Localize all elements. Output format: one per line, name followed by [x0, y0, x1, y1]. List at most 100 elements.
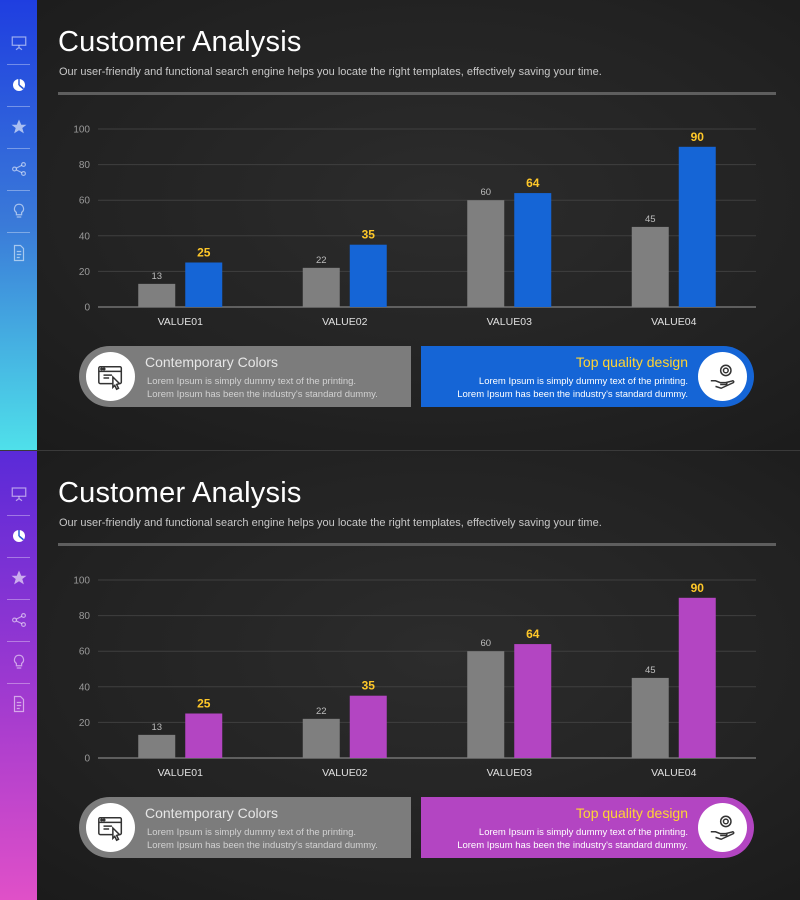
y-tick-label: 60 [79, 196, 91, 207]
bar-series-1 [302, 267, 340, 307]
document-icon[interactable] [6, 691, 31, 716]
card-title: Contemporary Colors [145, 354, 279, 370]
x-tick-label: VALUE01 [158, 767, 203, 779]
bar-series-1 [467, 200, 505, 307]
bar-chart: 0 20 40 60 80 100 13 25 VALUE01 22 35 VALUE02 60 64 VA… [73, 125, 756, 328]
bar-series-2 [678, 146, 716, 307]
data-label: 35 [362, 228, 376, 242]
presentation-icon[interactable] [6, 481, 31, 506]
data-label: 45 [645, 665, 656, 676]
card-body-line-2: Lorem Ipsum has been the industry's stan… [457, 840, 688, 851]
bar-series-2 [349, 244, 387, 307]
bar-series-2 [514, 193, 552, 307]
feature-card-contemporary-colors: Contemporary Colors Lorem Ipsum is simpl… [79, 797, 411, 858]
sidebar-separator [7, 106, 30, 107]
y-tick-label: 20 [79, 718, 91, 729]
x-tick-label: VALUE02 [322, 316, 367, 328]
bar-series-1 [138, 283, 176, 307]
x-tick-label: VALUE03 [487, 767, 532, 779]
data-label: 35 [362, 679, 376, 693]
lightbulb-icon[interactable] [6, 198, 31, 223]
sidebar-separator [7, 557, 30, 558]
sidebar-separator [7, 683, 30, 684]
data-label: 22 [316, 255, 327, 266]
card-title: Top quality design [575, 805, 688, 821]
browser-click-icon [86, 352, 135, 401]
sidebar-separator [7, 641, 30, 642]
x-tick-label: VALUE03 [487, 316, 532, 328]
lightbulb-icon[interactable] [6, 649, 31, 674]
card-body-line-2: Lorem Ipsum has been the industry's stan… [147, 389, 378, 400]
page-title: Customer Analysis [58, 26, 302, 58]
card-body: Lorem Ipsum is simply dummy text of the … [147, 375, 378, 401]
page-title: Customer Analysis [58, 477, 302, 509]
feature-card-top-quality-design: Top quality design Lorem Ipsum is simply… [421, 797, 754, 858]
hand-coin-icon [698, 803, 747, 852]
card-body-line-2: Lorem Ipsum has been the industry's stan… [457, 389, 688, 400]
bar-series-1 [467, 651, 505, 758]
sidebar-separator [7, 64, 30, 65]
card-title: Contemporary Colors [145, 805, 279, 821]
bar-series-2 [185, 262, 223, 307]
title-divider [58, 92, 776, 95]
bar-series-2 [514, 644, 552, 758]
y-tick-label: 60 [79, 647, 91, 658]
sidebar [0, 451, 37, 900]
feature-card-top-quality-design: Top quality design Lorem Ipsum is simply… [421, 346, 754, 407]
data-label: 64 [526, 176, 540, 190]
data-label: 45 [645, 214, 656, 225]
x-tick-label: VALUE02 [322, 767, 367, 779]
sidebar-separator [7, 599, 30, 600]
star-icon[interactable] [6, 565, 31, 590]
bar-series-2 [185, 713, 223, 758]
card-body-line-1: Lorem Ipsum is simply dummy text of the … [147, 827, 357, 838]
slide-1: Customer Analysis Our user-friendly and … [0, 0, 800, 450]
y-tick-label: 100 [73, 576, 90, 587]
slide-2: Customer Analysis Our user-friendly and … [0, 450, 800, 900]
document-icon[interactable] [6, 240, 31, 265]
data-label: 13 [151, 271, 162, 282]
y-tick-label: 0 [84, 754, 90, 765]
y-tick-label: 40 [79, 682, 91, 693]
bar-series-1 [138, 734, 176, 758]
page-subtitle: Our user-friendly and functional search … [59, 517, 602, 529]
x-tick-label: VALUE04 [651, 767, 696, 779]
card-body-line-1: Lorem Ipsum is simply dummy text of the … [478, 827, 688, 838]
presentation-icon[interactable] [6, 30, 31, 55]
pie-chart-icon[interactable] [6, 72, 31, 97]
bar-series-1 [631, 226, 669, 307]
bar-series-1 [302, 718, 340, 758]
sidebar-separator [7, 190, 30, 191]
y-tick-label: 80 [79, 160, 91, 171]
x-tick-label: VALUE01 [158, 316, 203, 328]
data-label: 22 [316, 706, 327, 717]
y-tick-label: 40 [79, 231, 91, 242]
sidebar-separator [7, 515, 30, 516]
data-label: 60 [480, 638, 491, 649]
card-body-line-1: Lorem Ipsum is simply dummy text of the … [478, 376, 688, 387]
data-label: 13 [151, 722, 162, 733]
data-label: 60 [480, 187, 491, 198]
title-divider [58, 543, 776, 546]
card-body: Lorem Ipsum is simply dummy text of the … [147, 826, 378, 852]
y-tick-label: 100 [73, 125, 90, 136]
data-label: 25 [197, 246, 211, 260]
bar-series-2 [678, 597, 716, 758]
data-label: 90 [691, 130, 705, 144]
sidebar [0, 0, 37, 450]
y-tick-label: 80 [79, 611, 91, 622]
y-tick-label: 20 [79, 267, 91, 278]
pie-chart-icon[interactable] [6, 523, 31, 548]
y-tick-label: 0 [84, 303, 90, 314]
star-icon[interactable] [6, 114, 31, 139]
feature-card-contemporary-colors: Contemporary Colors Lorem Ipsum is simpl… [79, 346, 411, 407]
share-icon[interactable] [6, 607, 31, 632]
share-icon[interactable] [6, 156, 31, 181]
bar-chart: 0 20 40 60 80 100 13 25 VALUE01 22 35 VALUE02 60 64 VA… [73, 576, 756, 779]
x-tick-label: VALUE04 [651, 316, 696, 328]
card-body-line-1: Lorem Ipsum is simply dummy text of the … [147, 376, 357, 387]
data-label: 64 [526, 627, 540, 641]
data-label: 25 [197, 697, 211, 711]
page-subtitle: Our user-friendly and functional search … [59, 66, 602, 78]
bar-series-1 [631, 677, 669, 758]
